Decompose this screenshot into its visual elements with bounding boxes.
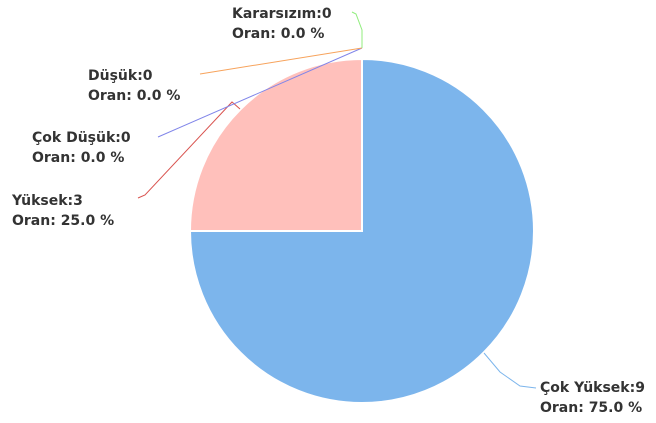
share-label: Oran: 0.0 % bbox=[232, 26, 324, 42]
share-label: Oran: 0.0 % bbox=[32, 150, 124, 166]
pie-slice bbox=[188, 57, 363, 232]
data-label: Çok Yüksek:9 bbox=[540, 380, 645, 396]
connector bbox=[483, 352, 537, 389]
data-label: Yüksek:3 bbox=[11, 193, 83, 209]
connector bbox=[351, 11, 363, 48]
share-label: Oran: 0.0 % bbox=[88, 88, 180, 104]
share-label: Oran: 75.0 % bbox=[540, 400, 642, 416]
share-label: Oran: 25.0 % bbox=[12, 213, 114, 229]
connector bbox=[157, 47, 363, 138]
data-label: Kararsızım:0 bbox=[232, 6, 332, 22]
connector bbox=[137, 101, 241, 199]
data-label: Çok Düşük:0 bbox=[32, 130, 131, 146]
connector bbox=[199, 47, 363, 75]
data-label: Düşük:0 bbox=[88, 68, 153, 84]
